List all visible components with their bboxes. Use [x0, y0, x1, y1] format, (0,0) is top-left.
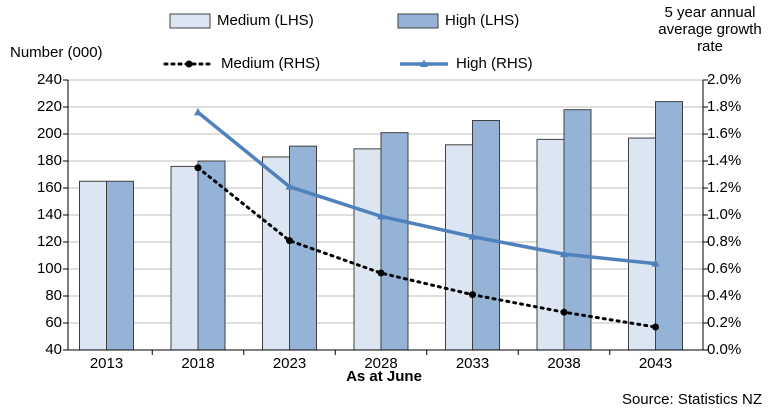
- line-marker: [469, 291, 476, 299]
- x-tick-label: 2023: [273, 355, 306, 372]
- x-tick-label: 2018: [181, 355, 214, 372]
- y-tick-label: 220: [37, 98, 62, 115]
- bar: [472, 120, 500, 351]
- x-tick-label: 2043: [639, 355, 672, 372]
- y2-tick-label: 0.2%: [707, 314, 741, 331]
- line-marker: [651, 259, 660, 267]
- bar: [380, 132, 409, 351]
- line-marker: [468, 232, 477, 240]
- source-note: Source: Statistics NZ: [622, 391, 762, 408]
- bar: [262, 156, 290, 351]
- y2-axis-title: 5 year annual average growth rate: [658, 4, 762, 55]
- y2-tick-label: 0.6%: [707, 260, 741, 277]
- y2-tick-label: 1.2%: [707, 179, 741, 196]
- bar: [79, 180, 107, 351]
- x-tick-label: 2013: [90, 355, 123, 372]
- x-tick-label: 2038: [547, 355, 580, 372]
- y-tick-label: 60: [45, 314, 62, 331]
- x-tick-label: 2028: [364, 355, 397, 372]
- y2-tick-label: 0.4%: [707, 287, 741, 304]
- y2-tick-label: 0.8%: [707, 233, 741, 250]
- line-marker: [560, 249, 568, 258]
- bar: [536, 138, 565, 351]
- y-tick-label: 160: [37, 179, 62, 196]
- y-tick-label: 180: [37, 152, 62, 169]
- line: [196, 166, 657, 329]
- line-marker: [560, 308, 568, 316]
- legend-marker: [185, 60, 193, 68]
- legend-label: High (LHS): [445, 12, 519, 29]
- legend-swatch: [397, 13, 439, 29]
- bar: [445, 144, 473, 351]
- y-tick-label: 200: [37, 125, 62, 142]
- y-tick-label: 240: [37, 71, 62, 88]
- x-axis-title: As at June: [346, 368, 422, 385]
- line-marker: [194, 107, 202, 116]
- line: [196, 111, 656, 266]
- bar: [563, 109, 592, 351]
- line-marker: [286, 237, 293, 245]
- x-tick-label: 2033: [456, 355, 489, 372]
- line-marker: [377, 269, 385, 277]
- y-tick-label: 40: [45, 341, 62, 358]
- line-marker: [377, 211, 385, 220]
- legend-marker: [420, 59, 428, 67]
- bar: [106, 180, 134, 351]
- y-tick-label: 120: [37, 233, 62, 250]
- bar: [628, 137, 656, 351]
- line-marker: [194, 164, 202, 172]
- legend-label: Medium (RHS): [221, 55, 320, 72]
- y2-tick-label: 1.6%: [707, 125, 741, 142]
- y-axis-title: Number (000): [10, 44, 103, 61]
- y2-tick-label: 2.0%: [707, 71, 741, 88]
- y2-tick-label: 1.0%: [707, 206, 741, 223]
- legend-swatch: [169, 13, 211, 29]
- y-tick-label: 80: [45, 287, 62, 304]
- bar: [655, 101, 683, 351]
- bar: [353, 148, 382, 351]
- y2-tick-label: 0.0%: [707, 341, 741, 358]
- y-tick-label: 100: [37, 260, 62, 277]
- line-marker: [652, 323, 659, 331]
- y2-tick-label: 1.8%: [707, 98, 741, 115]
- y2-tick-label: 1.4%: [707, 152, 741, 169]
- y-tick-label: 140: [37, 206, 62, 223]
- bar: [170, 165, 199, 351]
- legend-label: Medium (LHS): [217, 12, 314, 29]
- bar: [197, 160, 226, 351]
- line-marker: [285, 182, 294, 190]
- legend-label: High (RHS): [456, 55, 533, 72]
